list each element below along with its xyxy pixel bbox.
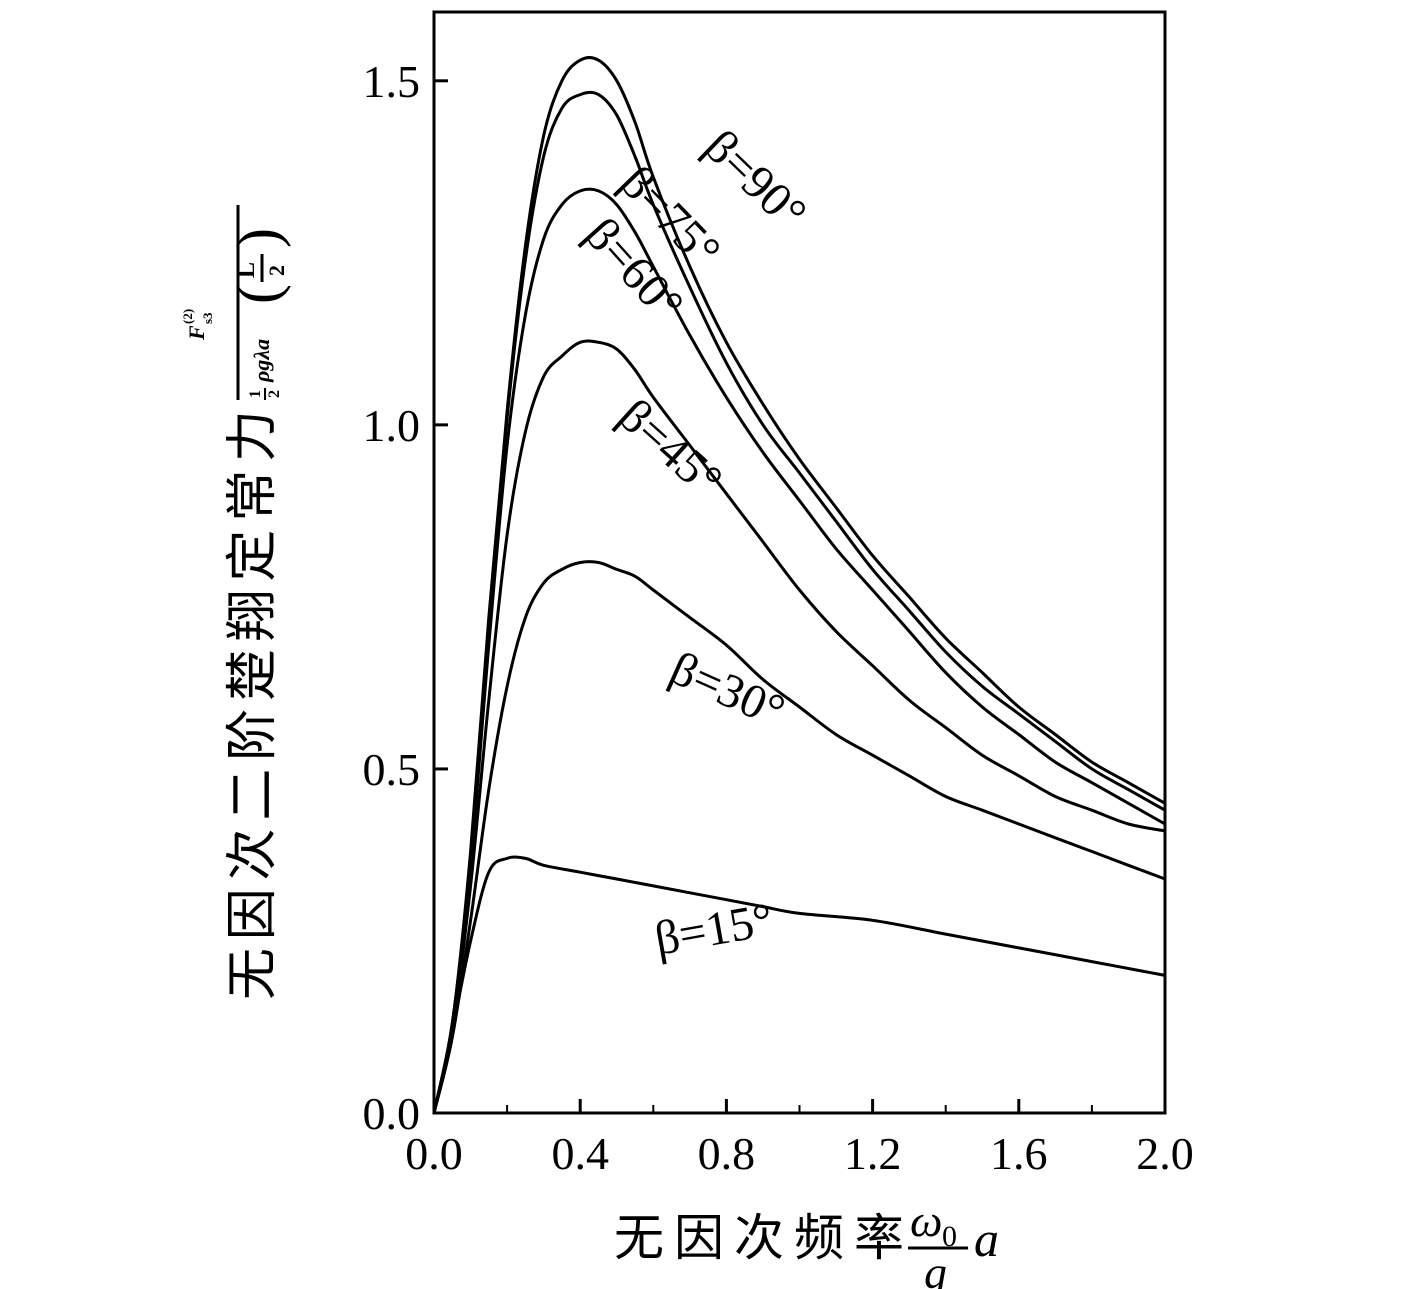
axis-ticks: 0.0 0.4 0.8 1.2 1.6 2.0 0.0 0.5 1.0 1.5 — [363, 56, 1194, 1179]
series-label-3: β=45° — [609, 389, 733, 508]
x-frac-suffix: a — [974, 1211, 999, 1267]
series-line-5 — [432, 855, 1167, 1115]
y-frac-denominator: ρgλa — [249, 339, 274, 383]
series-label-4: β=30° — [663, 642, 793, 739]
y-tick-label: 1.0 — [363, 400, 421, 451]
y-frac-half-num: 1 — [247, 390, 264, 398]
series-label-5: β=15° — [651, 893, 777, 966]
x-tick-label: 0.0 — [405, 1128, 463, 1179]
y-frac-numerator-sup: (2) — [180, 309, 195, 324]
y-tick-label: 1.5 — [363, 56, 421, 107]
series-lines — [432, 56, 1167, 1115]
y-frac-paren-open: ( — [225, 284, 291, 304]
y-frac-numerator: F — [184, 325, 209, 341]
y-frac-half-den: 2 — [266, 390, 283, 398]
x-frac-numerator-sub: 0 — [942, 1220, 957, 1253]
plot-frame — [432, 10, 1167, 1115]
x-tick-label: 1.2 — [844, 1128, 902, 1179]
x-axis-label: 无因次频率 ω 0 g a — [614, 1195, 999, 1289]
x-frac-denominator: g — [924, 1247, 947, 1289]
x-tick-label: 0.8 — [698, 1128, 756, 1179]
y-frac-numerator-sub: s3 — [200, 312, 215, 324]
series-line-4 — [432, 560, 1167, 1115]
x-tick-label: 1.6 — [990, 1128, 1048, 1179]
series-line-3 — [432, 339, 1167, 1115]
y-frac-paren-num: L — [234, 262, 260, 278]
y-frac-paren-den: 2 — [264, 265, 289, 276]
y-axis-label-fraction: F s3 (2) 1 2 ρgλa ( L 2 ) — [180, 205, 291, 400]
series-line-1 — [432, 90, 1167, 1115]
x-axis-label-text: 无因次频率 — [614, 1209, 904, 1267]
y-axis-label-text: 无因次二阶楚翔定常力 — [223, 410, 283, 1000]
y-frac-paren-close: ) — [225, 228, 291, 248]
x-tick-label: 0.4 — [551, 1128, 609, 1179]
x-tick-label: 2.0 — [1136, 1128, 1194, 1179]
y-tick-label: 0.5 — [363, 744, 421, 795]
series-labels: β=90°β=75°β=60°β=45°β=30°β=15° — [575, 120, 817, 966]
series-line-2 — [432, 187, 1167, 1115]
y-axis-label: 无因次二阶楚翔定常力 F s3 (2) 1 2 ρgλa ( L 2 ) — [180, 205, 291, 1000]
y-tick-label: 0.0 — [363, 1088, 421, 1139]
x-frac-numerator: ω — [910, 1195, 942, 1246]
